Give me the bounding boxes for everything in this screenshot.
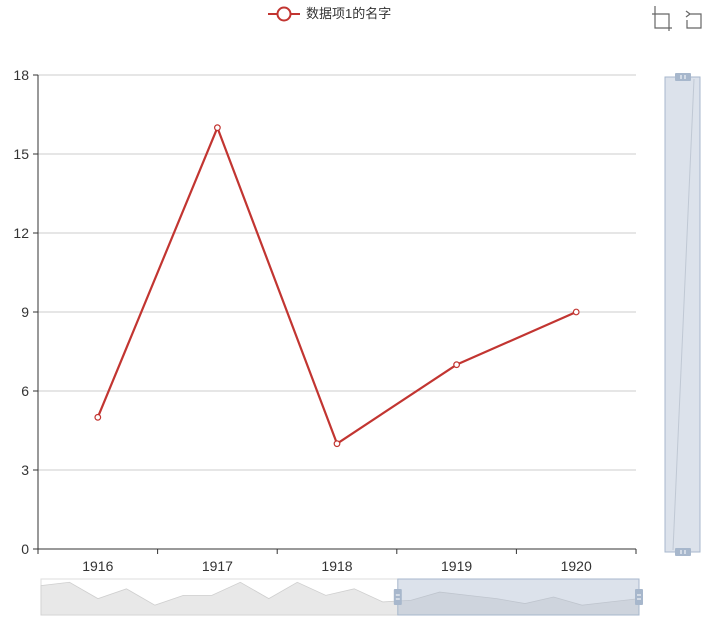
x-tick-label: 1918 bbox=[321, 558, 352, 574]
series-group bbox=[94, 124, 580, 448]
series-line bbox=[96, 126, 577, 445]
data-point[interactable] bbox=[453, 361, 461, 369]
data-point[interactable] bbox=[213, 124, 221, 132]
zoom-icon[interactable] bbox=[652, 6, 672, 31]
x-tick-label: 1920 bbox=[561, 558, 592, 574]
data-point[interactable] bbox=[94, 413, 102, 421]
grid-lines bbox=[38, 74, 636, 471]
datazoom-handle[interactable] bbox=[393, 589, 402, 605]
vertical-datazoom-handle[interactable] bbox=[675, 73, 691, 81]
y-tick-label: 9 bbox=[21, 304, 29, 320]
zoom-reset-icon[interactable] bbox=[685, 10, 702, 29]
y-tick-label: 6 bbox=[21, 383, 29, 399]
horizontal-datazoom[interactable] bbox=[40, 578, 643, 616]
vertical-datazoom[interactable] bbox=[664, 73, 701, 556]
vertical-datazoom-selection[interactable] bbox=[664, 76, 701, 553]
x-tick-label: 1916 bbox=[82, 558, 113, 574]
x-tick-label: 1919 bbox=[441, 558, 472, 574]
datazoom-selection[interactable] bbox=[397, 578, 640, 616]
x-axis: 1916 1917 1918 1919 1920 bbox=[37, 548, 637, 574]
y-tick-label: 15 bbox=[13, 146, 29, 162]
y-tick-label: 18 bbox=[13, 67, 29, 83]
datazoom-shadow bbox=[40, 581, 640, 616]
y-tick-label: 12 bbox=[13, 225, 29, 241]
legend-circle-icon bbox=[276, 6, 292, 22]
x-tick-label: 1917 bbox=[202, 558, 233, 574]
data-point[interactable] bbox=[333, 440, 341, 448]
y-tick-label: 0 bbox=[21, 541, 29, 557]
data-point[interactable] bbox=[572, 308, 580, 316]
y-axis: 0 3 6 9 12 15 18 bbox=[13, 67, 39, 557]
toolbox[interactable] bbox=[652, 6, 702, 31]
legend[interactable]: 数据项1的名字 bbox=[268, 6, 391, 22]
vertical-datazoom-shadow bbox=[672, 78, 695, 551]
vertical-datazoom-handle[interactable] bbox=[675, 548, 691, 556]
y-tick-label: 3 bbox=[21, 462, 29, 478]
legend-label: 数据项1的名字 bbox=[306, 6, 391, 21]
datazoom-handle[interactable] bbox=[635, 589, 643, 605]
